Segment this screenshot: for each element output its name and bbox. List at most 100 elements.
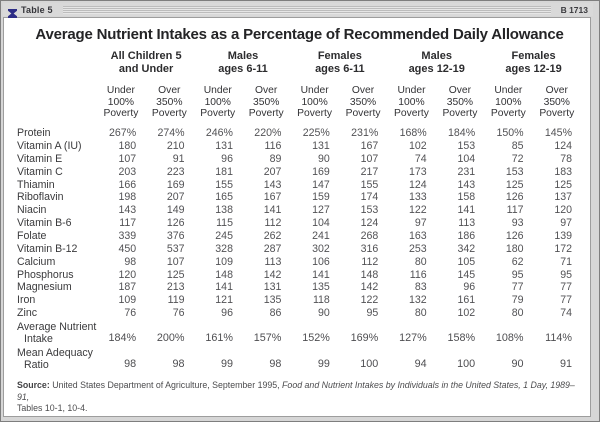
value-cell: 143 — [118, 204, 137, 217]
value-cell: 95 — [511, 268, 524, 281]
value-cell: 180 — [118, 140, 137, 153]
value-cell: 165 — [215, 191, 233, 204]
titlebar-stripes — [62, 5, 551, 14]
value-cell: 126 — [166, 217, 185, 230]
value-cell: 213 — [166, 281, 185, 294]
value-cell: 274% — [157, 127, 185, 140]
value-cell: 97 — [414, 217, 427, 230]
summary-cell: 184% — [108, 332, 137, 345]
value-cell: 169 — [166, 178, 185, 191]
value-cell: 102 — [409, 140, 427, 153]
summary-cell: 91 — [559, 358, 572, 371]
source-prefix: Source: — [17, 380, 50, 391]
value-cell: 223 — [166, 165, 185, 178]
value-cell: 105 — [457, 255, 476, 268]
row-label: Vitamin B-6 — [17, 217, 72, 230]
value-cell: 150% — [496, 127, 524, 140]
value-cell: 153 — [505, 165, 524, 178]
value-cell: 90 — [318, 152, 330, 165]
titlebar: Table 5 B 1713 — [3, 3, 593, 18]
value-cell: 93 — [511, 217, 524, 230]
source-note: Source: United States Department of Agri… — [17, 380, 577, 414]
value-cell: 169 — [312, 165, 330, 178]
value-cell: 131 — [263, 281, 282, 294]
value-cell: 85 — [511, 140, 524, 153]
row-label: Magnesium — [17, 281, 72, 294]
value-cell: 95 — [560, 268, 572, 281]
corner-cell — [17, 50, 98, 85]
value-cell: 166 — [118, 178, 137, 191]
value-cell: 184% — [448, 127, 476, 140]
row-label: Protein — [17, 127, 51, 140]
value-cell: 96 — [221, 307, 233, 320]
value-cell: 96 — [221, 152, 233, 165]
row-label: Riboflavin — [17, 191, 64, 204]
summary-cell: 200% — [156, 332, 185, 345]
value-cell: 95 — [366, 307, 379, 320]
column-header: Under 100% Poverty — [394, 84, 429, 120]
summary-cell: 94 — [414, 358, 427, 371]
value-cell: 141 — [263, 204, 282, 217]
value-cell: 148 — [215, 268, 233, 281]
row-label: Iron — [17, 294, 36, 307]
value-cell: 287 — [263, 242, 282, 255]
value-cell: 135 — [263, 294, 282, 307]
value-cell: 126 — [505, 191, 524, 204]
value-cell: 302 — [312, 242, 330, 255]
value-cell: 225% — [302, 127, 330, 140]
value-cell: 167 — [360, 140, 379, 153]
value-cell: 119 — [167, 294, 185, 307]
summary-cell: 169% — [350, 332, 379, 345]
value-cell: 158 — [457, 191, 476, 204]
row-label: Vitamin E — [17, 152, 63, 165]
value-cell: 141 — [312, 268, 330, 281]
value-cell: 76 — [172, 307, 185, 320]
summary-cell: 100 — [457, 358, 476, 371]
value-cell: 117 — [119, 217, 137, 230]
value-cell: 91 — [172, 152, 185, 165]
value-cell: 161 — [457, 294, 476, 307]
value-cell: 207 — [263, 165, 282, 178]
value-cell: 253 — [409, 242, 427, 255]
row-label: Thiamin — [17, 178, 55, 191]
value-cell: 183 — [554, 165, 572, 178]
value-cell: 80 — [414, 307, 427, 320]
page: Average Nutrient Intakes as a Percentage… — [3, 17, 591, 417]
table-row: Vitamin B-6 117 126 115 112 104 124 97 113 93 97 — [17, 217, 582, 230]
value-cell: 80 — [414, 255, 427, 268]
value-cell: 126 — [505, 229, 524, 242]
value-cell: 125 — [505, 178, 524, 191]
value-cell: 121 — [215, 294, 233, 307]
value-cell: 112 — [361, 255, 379, 268]
value-cell: 231 — [457, 165, 476, 178]
value-cell: 246% — [205, 127, 233, 140]
table-row: Protein 267% 274% 246% 220% 225% 231% 168% 184% 1… — [17, 127, 582, 140]
column-header: Over 350% Poverty — [345, 84, 381, 120]
summary-cell: 98 — [124, 358, 137, 371]
group-header: All Children 5 and Under — [110, 50, 182, 75]
summary-cell: 127% — [399, 332, 427, 345]
value-cell: 245 — [215, 229, 233, 242]
value-cell: 342 — [457, 242, 476, 255]
value-cell: 72 — [511, 152, 524, 165]
summary-cell: 100 — [360, 358, 379, 371]
value-cell: 116 — [264, 140, 282, 153]
value-cell: 316 — [360, 242, 379, 255]
value-cell: 155 — [215, 178, 233, 191]
value-cell: 180 — [505, 242, 524, 255]
value-cell: 155 — [360, 178, 379, 191]
value-cell: 77 — [560, 281, 572, 294]
source-tables: Tables 10-1, 10-4. — [17, 403, 88, 414]
value-cell: 153 — [457, 140, 476, 153]
value-cell: 339 — [118, 229, 137, 242]
value-cell: 78 — [560, 152, 572, 165]
value-cell: 141 — [457, 204, 476, 217]
column-header: Under 100% Poverty — [297, 84, 333, 120]
value-cell: 89 — [269, 152, 282, 165]
value-cell: 139 — [554, 229, 572, 242]
table-row: Vitamin B-12 450 537 328 287 302 316 253 342 180 1… — [17, 242, 582, 255]
value-cell: 124 — [554, 140, 572, 153]
value-cell: 62 — [511, 255, 524, 268]
table-summary: Average Nutrient Intake 184% 200% 161% 157% 15… — [17, 319, 582, 371]
